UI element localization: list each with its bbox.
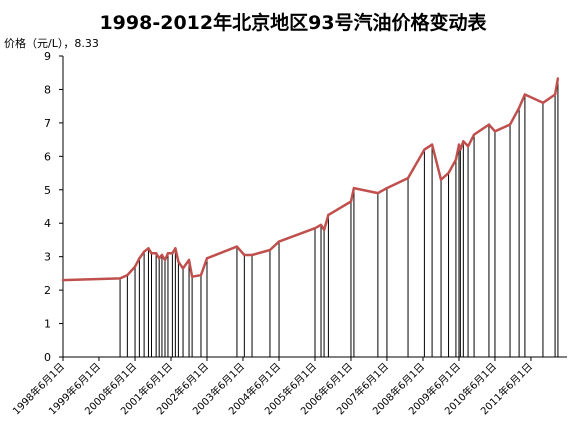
data-point: [462, 140, 465, 143]
data-point: [541, 101, 545, 105]
y-tick-label-9: 9: [44, 50, 51, 63]
data-point: [457, 143, 461, 146]
data-point: [142, 250, 146, 253]
data-point: [406, 176, 410, 180]
data-point: [133, 265, 137, 268]
data-point: [430, 143, 434, 146]
data-point: [177, 260, 180, 263]
data-point: [118, 277, 122, 280]
data-point: [349, 200, 353, 203]
data-point: [160, 253, 164, 257]
data-point: [171, 252, 174, 255]
data-point: [487, 123, 491, 126]
data-point: [454, 158, 458, 161]
data-point: [319, 223, 323, 227]
data-point: [154, 252, 158, 255]
price-line: [62, 78, 560, 282]
data-point: [268, 248, 272, 252]
data-point: [147, 247, 150, 250]
data-point: [126, 273, 129, 277]
y-tick-label-5: 5: [44, 184, 51, 197]
data-point: [423, 148, 426, 151]
data-point: [439, 178, 443, 181]
x-axis: 1998年6月1日1999年6月1日2000年6月1日2001年6月1日2002…: [10, 356, 567, 417]
data-point: [250, 253, 254, 257]
data-point: [508, 123, 512, 126]
data-point: [523, 93, 527, 96]
y-tick-label-0: 0: [44, 351, 51, 364]
data-point: [352, 186, 356, 190]
data-point: [313, 227, 317, 230]
data-point: [466, 145, 470, 148]
y-tick-label-3: 3: [44, 251, 51, 264]
data-point: [235, 245, 239, 248]
data-point: [472, 133, 476, 136]
y-tick-label-4: 4: [44, 217, 51, 230]
data-point: [553, 93, 557, 96]
data-point: [138, 257, 141, 260]
y-axis-label: 价格（元/L），8.33: [4, 37, 99, 50]
y-tick-label-1: 1: [44, 318, 51, 331]
data-point: [190, 275, 194, 278]
data-point: [517, 106, 521, 110]
data-point: [385, 186, 389, 190]
data-point: [327, 213, 330, 217]
data-point: [205, 257, 209, 260]
y-axis: 0 1 2 3 4 5 6 7 8 9: [44, 50, 64, 364]
data-point: [174, 247, 177, 250]
y-tick-label-2: 2: [44, 284, 51, 297]
data-point: [447, 171, 450, 175]
data-point: [199, 273, 203, 277]
data-point: [277, 240, 281, 243]
data-point: [181, 267, 185, 270]
y-tick-label-6: 6: [44, 150, 51, 163]
data-point: [459, 148, 462, 151]
chart-title: 1998-2012年北京地区93号汽油价格变动表: [99, 12, 487, 34]
data-point: [163, 258, 167, 262]
data-point: [166, 252, 170, 255]
data-point: [157, 257, 161, 260]
data-point: [150, 252, 153, 255]
drop-lines: [119, 78, 559, 357]
y-tick-label-7: 7: [44, 117, 51, 130]
data-point: [187, 258, 191, 262]
data-point: [556, 77, 560, 80]
data-point: [376, 191, 380, 195]
data-point: [493, 130, 497, 133]
data-point: [61, 278, 65, 282]
data-point: [322, 228, 326, 232]
y-tick-label-8: 8: [44, 83, 51, 96]
series-layer: [61, 77, 560, 282]
data-point: [243, 253, 246, 257]
